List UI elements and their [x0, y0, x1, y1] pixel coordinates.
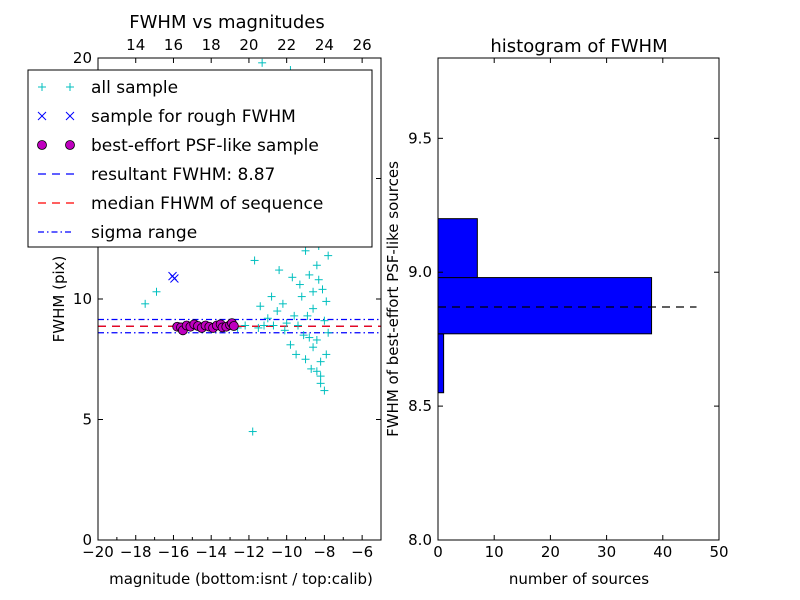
y-tick-label-2: 10: [73, 290, 92, 308]
right-x-axis-label: number of sources: [509, 570, 649, 588]
hist-y-tick-label-1: 8.5: [408, 397, 432, 415]
x-tick-label-6: −8: [313, 543, 335, 561]
hist-bar-1: [437, 277, 653, 335]
right-plot-area: 0 10 20 30 40 50 8.0 8.5 9.0 9.5: [408, 58, 729, 561]
hist-x-tick-label-1: 10: [485, 543, 504, 561]
x-tick-label-5: −10: [271, 543, 303, 561]
hist-y-tick-label-3: 9.5: [408, 129, 432, 147]
legend-entry-2: best-effort PSF-like sample: [37, 136, 319, 156]
series-1: [168, 271, 179, 283]
point-1-1-d2: [170, 274, 179, 283]
point-2-17: [228, 321, 239, 331]
left-panel: FWHM vs magnitudes magnitude (bottom:isn…: [27, 12, 382, 588]
legend-marker-a-2: [37, 140, 47, 150]
left-x-axis-label: magnitude (bottom:isnt / top:calib): [109, 570, 373, 588]
hist-bar-0: [437, 333, 445, 394]
right-panel: histogram of FWHM number of sources FWHM…: [384, 36, 729, 588]
legend-label-4: median FHWM of sequence: [91, 194, 323, 214]
left-y-axis-label: FWHM (pix): [50, 256, 68, 343]
x-tick-label-4: −12: [233, 543, 265, 561]
left-axes-frame: [97, 57, 382, 541]
top-tick-label-3: 20: [239, 36, 258, 54]
right-axes-frame: [437, 57, 720, 541]
legend-entry-5: sigma range: [38, 223, 197, 243]
x-tick-label-7: −6: [351, 543, 373, 561]
y-tick-label-0: 0: [82, 531, 92, 549]
legend-label-1: sample for rough FWHM: [91, 107, 296, 127]
hist-y-tick-label-0: 8.0: [408, 531, 432, 549]
hist-x-tick-label-2: 20: [541, 543, 560, 561]
series-2: [172, 318, 239, 336]
hist-y-tick-label-2: 9.0: [408, 263, 432, 281]
hist-bar-2: [437, 218, 478, 279]
left-chart-title: FWHM vs magnitudes: [129, 12, 324, 33]
legend-entry-4: median FHWM of sequence: [38, 194, 323, 214]
legend-entry-0: all sample: [38, 78, 178, 98]
legend-box: [27, 69, 373, 248]
legend-marker-b-2: [65, 140, 75, 150]
hist-x-tick-label-3: 30: [597, 543, 616, 561]
legend-label-5: sigma range: [91, 223, 197, 243]
top-tick-label-4: 22: [277, 36, 296, 54]
y-tick-label-1: 5: [82, 411, 92, 429]
x-tick-label-2: −16: [158, 543, 190, 561]
legend-entry-1: sample for rough FWHM: [37, 107, 296, 127]
left-plot-area: −20−18−16−14−12−10−8−6051015201416182022…: [73, 36, 381, 561]
x-tick-label-0: −20: [82, 543, 114, 561]
top-tick-label-0: 14: [126, 36, 145, 54]
top-tick-label-5: 24: [315, 36, 334, 54]
x-tick-label-1: −18: [120, 543, 152, 561]
legend-label-3: resultant FWHM: 8.87: [91, 165, 275, 185]
legend-marker-b-1-d2: [65, 111, 75, 121]
hist-x-tick-label-4: 40: [653, 543, 672, 561]
hist-x-tick-label-0: 0: [433, 543, 443, 561]
legend-marker-a-1-d2: [37, 111, 47, 121]
right-y-axis-label: FWHM of best-effort PSF-like sources: [384, 161, 402, 437]
legend-entry-3: resultant FWHM: 8.87: [38, 165, 275, 185]
top-tick-label-6: 26: [353, 36, 372, 54]
top-tick-label-1: 16: [164, 36, 183, 54]
y-tick-label-4: 20: [73, 49, 92, 67]
legend-label-2: best-effort PSF-like sample: [91, 136, 319, 156]
legend: all sample sample for rough FWHM best-effo…: [27, 69, 373, 248]
top-tick-label-2: 18: [202, 36, 221, 54]
hist-x-tick-label-5: 50: [709, 543, 728, 561]
right-chart-title: histogram of FWHM: [490, 36, 667, 57]
series-0: [141, 58, 335, 436]
x-tick-label-3: −14: [195, 543, 227, 561]
legend-label-0: all sample: [91, 78, 178, 98]
